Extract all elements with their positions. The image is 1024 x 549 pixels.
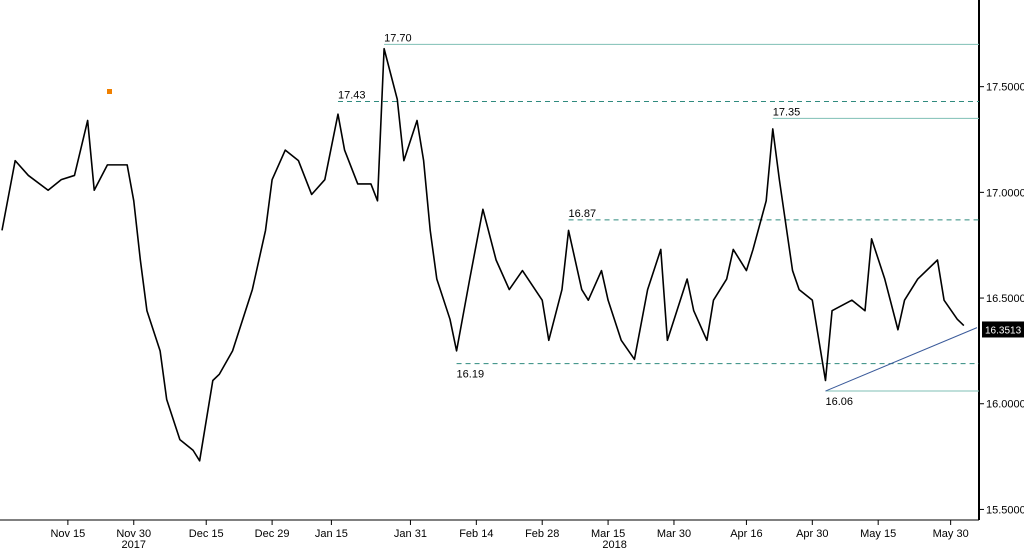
marker [107, 89, 112, 94]
level-label: 16.06 [825, 396, 853, 408]
year-label: 2017 [122, 539, 146, 549]
price-line [1, 47, 965, 462]
y-tick-label: 15.5000 [986, 504, 1024, 516]
last-price-label: 16.3513 [985, 325, 1022, 336]
trend-line [825, 327, 978, 392]
y-tick-label: 17.5000 [986, 82, 1024, 94]
x-tick-label: Feb 28 [525, 528, 559, 540]
x-tick-label: Apr 16 [730, 528, 762, 540]
x-tick-label: Dec 15 [189, 528, 224, 540]
y-tick-label: 16.5000 [986, 293, 1024, 305]
y-tick-label: 17.0000 [986, 187, 1024, 199]
x-tick-label: Mar 30 [657, 528, 691, 540]
year-label: 2018 [602, 539, 626, 549]
level-label: 17.43 [338, 89, 366, 101]
level-label: 16.87 [569, 208, 597, 220]
y-tick-label: 16.0000 [986, 399, 1024, 411]
x-tick-label: Mar 15 [591, 528, 625, 540]
x-tick-label: Dec 29 [255, 528, 290, 540]
last-price-box [982, 321, 1024, 338]
level-label: 17.35 [773, 106, 801, 118]
x-tick-label: May 30 [933, 528, 969, 540]
x-tick-label: Nov 30 [116, 528, 151, 540]
x-tick-label: Apr 30 [796, 528, 828, 540]
x-tick-label: Jan 31 [394, 528, 427, 540]
x-tick-label: Feb 14 [459, 528, 493, 540]
x-tick-label: May 15 [860, 528, 896, 540]
level-label: 16.19 [457, 369, 485, 381]
level-label: 17.70 [384, 32, 412, 44]
x-tick-label: Nov 15 [50, 528, 85, 540]
x-tick-label: Jan 15 [315, 528, 348, 540]
